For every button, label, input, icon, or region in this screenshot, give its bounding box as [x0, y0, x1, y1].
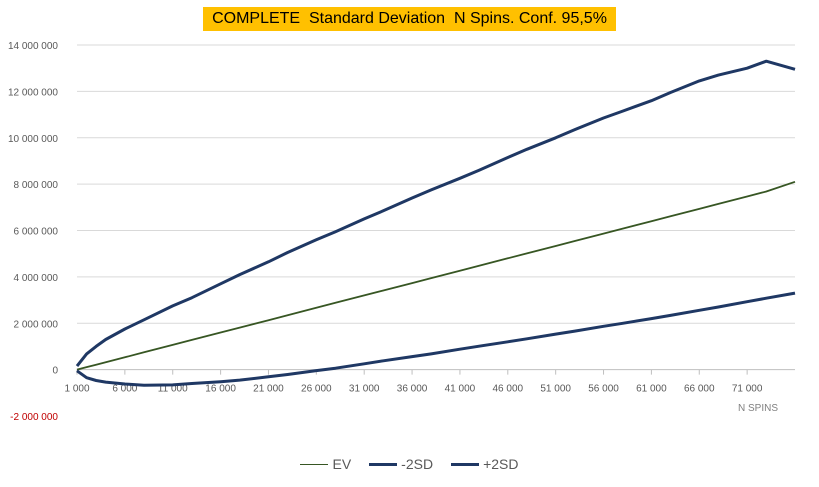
x-tick-label: 21 000: [253, 384, 284, 395]
legend-item: -2SD: [369, 456, 433, 472]
y-tick-label: 14 000 000: [8, 41, 58, 52]
x-axis-label: N SPINS: [738, 403, 778, 414]
x-tick-label: 36 000: [397, 384, 428, 395]
y-tick-label: 10 000 000: [8, 134, 58, 145]
x-tick-label: 16 000: [205, 384, 236, 395]
x-tick-label: 11 000: [158, 384, 188, 395]
grid-lines: [77, 44, 795, 371]
series-lines: [75, 59, 796, 387]
y-tick-label: 0: [52, 366, 58, 377]
x-tick-label: 56 000: [588, 384, 619, 395]
y-tick-label: 4 000 000: [14, 273, 59, 284]
y-axis-tick-labels: -2 000 000 0 2 000 000 4 000 000 6 000 000 8 …: [8, 41, 59, 423]
legend-label: EV: [332, 456, 352, 472]
series-line-2sd: [75, 59, 796, 368]
y-tick-label: 8 000 000: [14, 180, 59, 191]
x-tick-label: 61 000: [636, 384, 667, 395]
legend-swatch: [369, 462, 398, 466]
legend-label: -2SD: [401, 456, 434, 472]
legend-swatch: [451, 462, 480, 466]
legend: EV -2SD +2SD: [0, 453, 819, 475]
chart-title: COMPLETE Standard Deviation N Spins. Con…: [203, 7, 616, 31]
x-tick-label: 6 000: [112, 384, 137, 395]
x-tick-label: 31 000: [349, 384, 380, 395]
legend-swatch: [300, 463, 329, 465]
y-tick-label: 12 000 000: [8, 87, 58, 98]
x-tick-label: 66 000: [684, 384, 715, 395]
legend-label: +2SD: [483, 456, 519, 472]
legend-item: +2SD: [451, 456, 519, 472]
series-line-2sd: [76, 291, 796, 387]
x-tick-label: 41 000: [445, 384, 476, 395]
x-axis-tick-labels: 1 000 6 000 11 000 16 000 21 000 26 000 31 000…: [64, 369, 763, 395]
y-tick-label: -2 000 000: [10, 412, 58, 423]
x-tick-label: 71 000: [732, 384, 763, 395]
x-tick-label: 51 000: [540, 384, 571, 395]
x-tick-label: 46 000: [493, 384, 524, 395]
y-tick-label: 6 000 000: [14, 227, 59, 238]
x-tick-label: 26 000: [301, 384, 332, 395]
legend-item: EV: [300, 456, 351, 472]
series-line-ev: [76, 180, 796, 371]
y-tick-label: 2 000 000: [14, 319, 59, 330]
x-tick-label: 1 000: [64, 384, 89, 395]
